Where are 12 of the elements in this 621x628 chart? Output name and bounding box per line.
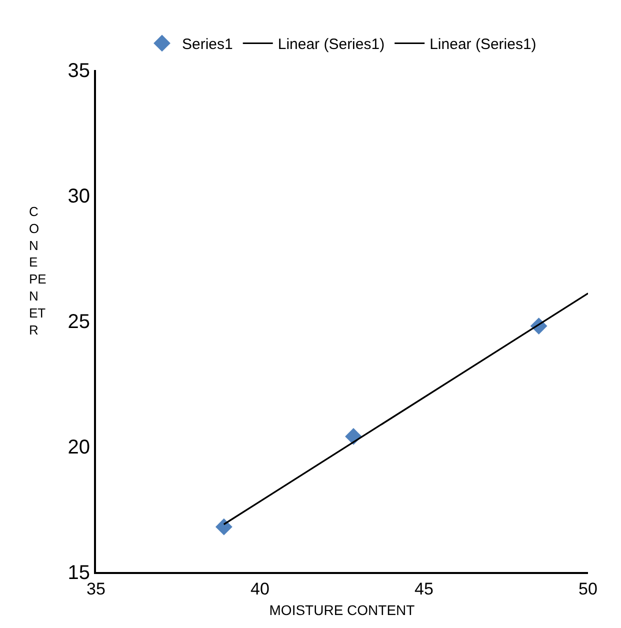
x-tick-label: 45 bbox=[414, 579, 434, 598]
y-tick-label: 30 bbox=[68, 186, 90, 208]
legend-label: Series1 bbox=[182, 36, 233, 54]
x-axis-title: MOISTURE CONTENT bbox=[269, 602, 416, 618]
y-axis-title: C O N E PE N ET R bbox=[29, 204, 47, 338]
y-tick-label: 25 bbox=[68, 311, 90, 333]
y-tick-label: 20 bbox=[68, 436, 90, 458]
legend-label: Linear (Series1) bbox=[430, 36, 536, 54]
x-tick-label: 40 bbox=[250, 579, 270, 598]
x-tick-label: 50 bbox=[578, 579, 598, 598]
legend-label: Linear (Series1) bbox=[278, 36, 385, 54]
y-tick-label: 35 bbox=[68, 60, 90, 82]
